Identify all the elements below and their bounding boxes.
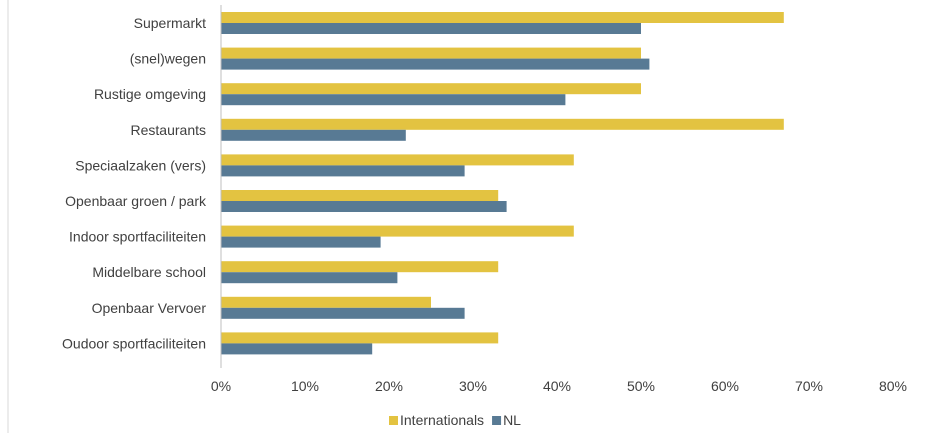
- legend: Internationals NL: [389, 412, 521, 428]
- bar-nl: [221, 343, 373, 355]
- x-tick-label: 0%: [211, 378, 231, 394]
- legend-swatch-internationals: [389, 416, 398, 425]
- legend-label-nl: NL: [503, 412, 521, 428]
- bar-internationals: [221, 47, 641, 59]
- bar-internationals: [221, 118, 784, 130]
- bar-internationals: [221, 296, 431, 308]
- bar-nl: [221, 129, 406, 141]
- bar-nl: [221, 23, 641, 34]
- bar-nl: [221, 58, 650, 70]
- x-tick-label: 80%: [879, 378, 907, 394]
- bar-internationals: [221, 261, 499, 273]
- x-tick-label: 30%: [459, 378, 487, 394]
- category-label: Openbaar Vervoer: [92, 300, 207, 316]
- x-tick-label: 60%: [711, 378, 739, 394]
- bars-group: [221, 12, 784, 355]
- category-label: Oudoor sportfaciliteiten: [62, 335, 206, 351]
- x-tick-label: 10%: [291, 378, 319, 394]
- category-label: Openbaar groen / park: [65, 193, 207, 209]
- legend-swatch-nl: [492, 416, 502, 425]
- x-tick-label: 50%: [627, 378, 655, 394]
- x-tick-label: 40%: [543, 378, 571, 394]
- bar-nl: [221, 201, 507, 212]
- x-tick-label: 70%: [795, 378, 823, 394]
- bar-internationals: [221, 225, 574, 237]
- category-label: Restaurants: [131, 122, 206, 138]
- legend-label-internationals: Internationals: [400, 412, 484, 428]
- x-tick-label: 20%: [375, 378, 403, 394]
- bar-nl: [221, 165, 465, 177]
- bar-nl: [221, 94, 566, 106]
- category-label: Middelbare school: [92, 264, 206, 280]
- category-label: Supermarkt: [134, 15, 206, 31]
- category-label: Rustige omgeving: [94, 86, 206, 102]
- x-tick-labels: 0% 10% 20% 30% 40% 50% 60% 70% 80%: [211, 378, 907, 394]
- bar-nl: [221, 272, 398, 284]
- category-label: Indoor sportfaciliteiten: [69, 229, 206, 245]
- bar-nl: [221, 307, 465, 319]
- bar-internationals: [221, 154, 574, 166]
- bar-internationals: [221, 190, 499, 201]
- bar-internationals: [221, 83, 641, 95]
- category-label: Speciaalzaken (vers): [75, 157, 206, 173]
- bar-internationals: [221, 12, 784, 23]
- category-label: (snel)wegen: [130, 51, 206, 67]
- bar-internationals: [221, 332, 499, 344]
- bar-nl: [221, 236, 381, 248]
- category-labels: Supermarkt (snel)wegen Rustige omgeving Res…: [62, 15, 207, 351]
